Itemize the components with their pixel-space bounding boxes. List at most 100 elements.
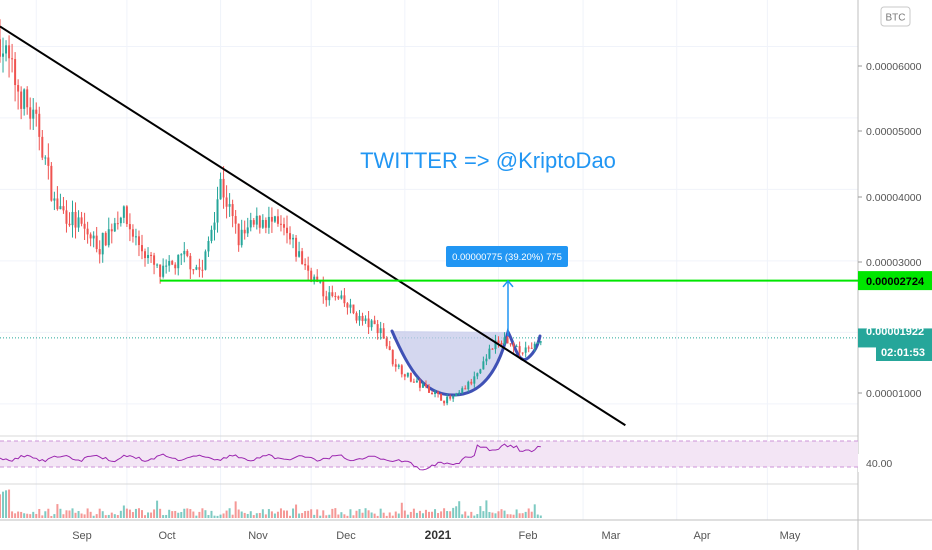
volume-bar [150, 512, 153, 518]
candle-body [101, 232, 104, 255]
volume-bar [382, 512, 385, 518]
volume-bar [228, 508, 231, 518]
volume-bar [92, 515, 95, 518]
candle-body [512, 343, 515, 347]
volume-bar [71, 508, 74, 518]
measure-tool[interactable]: 0.00000775 (39.20%) 775 [446, 246, 568, 336]
time-label-2021: 2021 [425, 528, 452, 542]
volume-bar [243, 512, 246, 518]
time-label-mar: Mar [602, 530, 621, 542]
candle-body [488, 348, 491, 359]
candle-body [53, 198, 56, 201]
volume-bar [491, 512, 494, 518]
candle-body [246, 227, 249, 234]
volume-bar [29, 514, 32, 518]
volume-bar [258, 512, 261, 518]
candle-body [289, 233, 292, 240]
descending-trendline[interactable] [0, 25, 626, 427]
volume-bar [421, 513, 424, 518]
volume-bar [177, 512, 180, 518]
candle-body [14, 59, 17, 86]
candle-body [298, 251, 301, 257]
countdown-tag [876, 342, 932, 361]
candle-body [446, 396, 449, 404]
candle-body [264, 219, 267, 228]
candle-body [128, 224, 131, 230]
volume-bar [162, 515, 165, 518]
volume-bar [252, 515, 255, 518]
candle-body [307, 265, 310, 271]
rsi-line [0, 443, 541, 471]
volume-bar [461, 514, 464, 518]
volume-bar [434, 509, 437, 518]
candle-body [334, 295, 337, 297]
volume-bar [322, 510, 325, 518]
volume-bar [192, 511, 195, 518]
volume-bar [352, 515, 355, 518]
volume-bar [77, 511, 80, 518]
volume-bar [53, 514, 56, 518]
currency-badge[interactable] [880, 6, 911, 27]
volume-bar [216, 515, 219, 518]
volume-bar [2, 491, 5, 518]
volume-bar [497, 511, 500, 518]
candle-body [337, 296, 340, 299]
candle-body [482, 361, 485, 370]
candle-body [122, 206, 125, 218]
volume-bar [134, 508, 137, 518]
time-label-dec: Dec [336, 530, 356, 542]
time-axis[interactable]: Sep Oct Nov Dec 2021 Feb Mar Apr May [72, 528, 801, 542]
volume-bar [295, 504, 298, 518]
candle-body [222, 178, 225, 198]
measure-arrow-head [502, 279, 514, 288]
candle-body [144, 251, 147, 259]
candle-body [452, 396, 455, 399]
candle-body [168, 260, 171, 266]
volume-bar [500, 509, 503, 518]
volume-bar [44, 511, 47, 518]
volume-bar [409, 511, 412, 518]
candle-body [174, 264, 177, 269]
candle-body [379, 328, 382, 334]
volume-bar [246, 513, 249, 518]
candle-body [467, 381, 470, 390]
volume-bar [0, 494, 1, 518]
volume-bar [38, 508, 41, 518]
time-label-feb: Feb [519, 530, 538, 542]
candle-body [370, 320, 373, 328]
volume-bar [237, 509, 240, 518]
volume-bar [449, 511, 452, 518]
candle-body [140, 245, 143, 252]
candle-body [234, 216, 237, 224]
candle-body [47, 157, 50, 166]
candle-body [376, 324, 379, 334]
candle-body [367, 318, 370, 328]
volume-bar [494, 513, 497, 518]
volume-bar [32, 511, 35, 518]
volume-bar [349, 509, 352, 518]
volume-bar [512, 514, 515, 518]
volume-bar [189, 509, 192, 518]
volume-bar [83, 514, 86, 518]
candle-body [319, 281, 322, 283]
volume-bar [458, 501, 461, 518]
volume-bar [56, 504, 59, 518]
volume-bar [298, 513, 301, 518]
candle-body [358, 315, 361, 321]
price-axis[interactable]: BTC 0.00006000 0.00005000 0.00004000 0.0… [858, 6, 932, 472]
candle-body [219, 178, 222, 200]
candle-body [65, 210, 68, 224]
candle-body [71, 211, 74, 226]
candle-body [74, 211, 77, 228]
volume-bar [301, 513, 304, 518]
volume-bar [41, 515, 44, 518]
volume-bar [171, 511, 174, 518]
candle-body [361, 315, 364, 322]
time-label-may: May [780, 530, 801, 542]
candle-body [349, 304, 352, 308]
candle-body [204, 251, 207, 270]
price-tick-label: 0.00005000 [866, 126, 922, 138]
volume-bar [376, 515, 379, 518]
volume-bar [527, 508, 530, 518]
